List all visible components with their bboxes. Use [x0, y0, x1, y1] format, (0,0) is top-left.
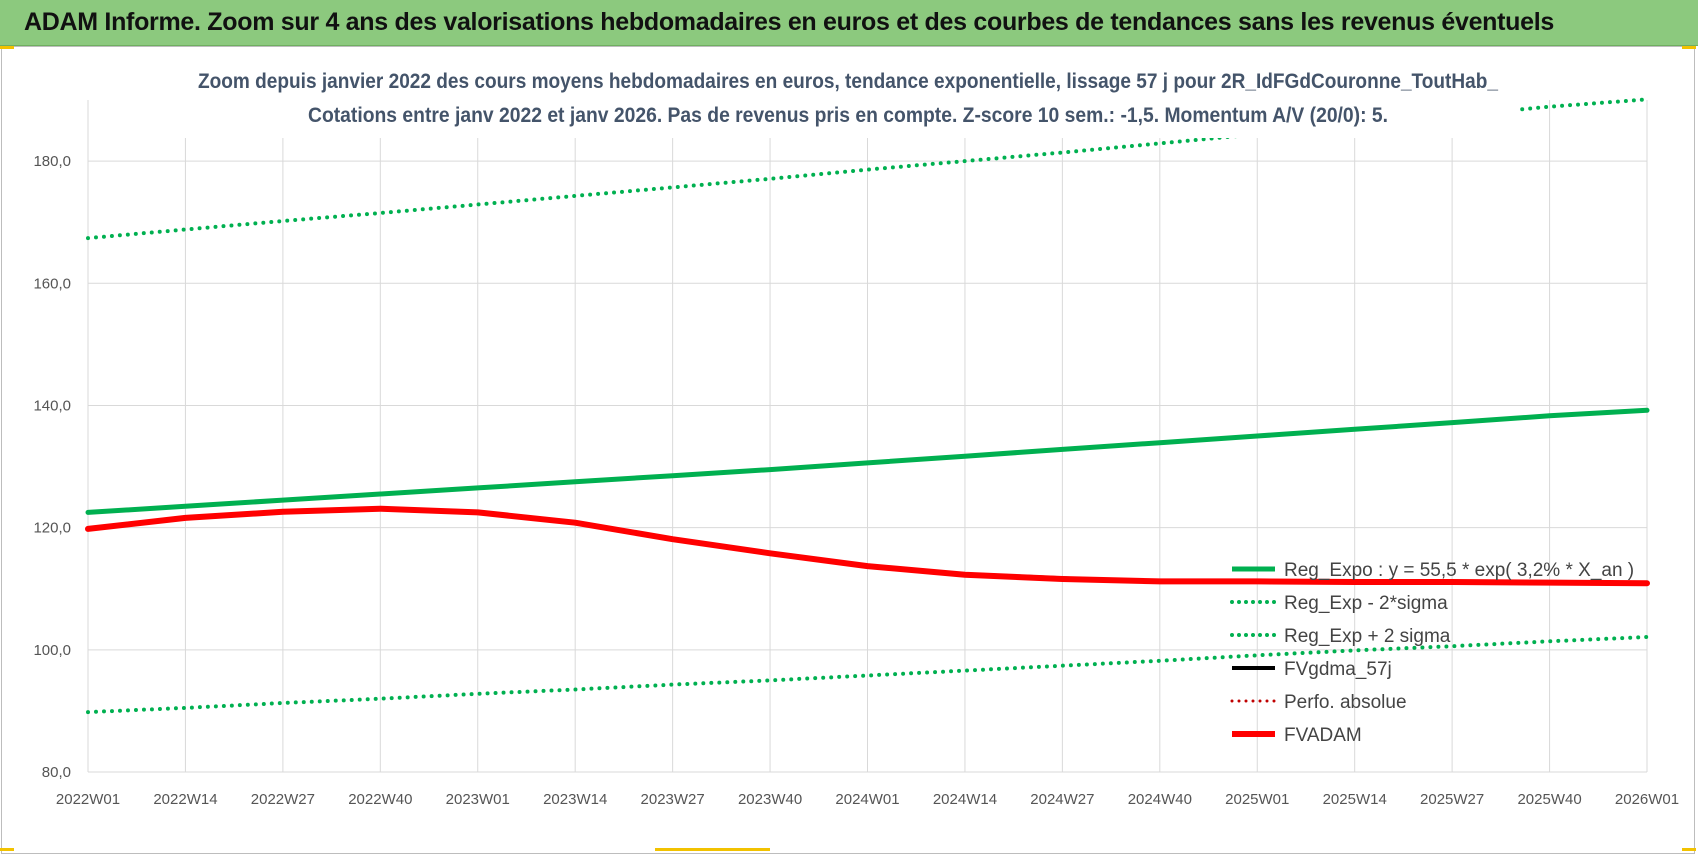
x-tick-label: 2022W27	[251, 791, 315, 808]
legend: Reg_Expo : y = 55,5 * exp( 3,2% * X_an )…	[1230, 560, 1634, 746]
x-tick-label: 2024W40	[1128, 791, 1192, 808]
corner-mark	[1682, 46, 1696, 49]
x-tick-label: 2023W27	[641, 791, 705, 808]
header-banner: ADAM Informe. Zoom sur 4 ans des valoris…	[0, 0, 1698, 46]
legend-label: Perfo. absolue	[1284, 692, 1407, 713]
legend-label: FVgdma_57j	[1284, 659, 1392, 680]
series-line-0	[85, 407, 1650, 515]
x-tick-label: 2026W01	[1615, 791, 1679, 808]
y-tick-label: 120,0	[33, 520, 71, 537]
x-tick-label: 2025W27	[1420, 791, 1484, 808]
y-tick-label: 180,0	[33, 153, 71, 170]
legend-label: Reg_Expo : y = 55,5 * exp( 3,2% * X_an )	[1284, 560, 1634, 581]
x-tick-label: 2025W40	[1517, 791, 1581, 808]
legend-label: Reg_Exp - 2*sigma	[1284, 593, 1448, 614]
y-tick-label: 160,0	[33, 275, 71, 292]
corner-mark	[0, 848, 14, 851]
x-tick-label: 2025W14	[1323, 791, 1387, 808]
y-tick-label: 140,0	[33, 397, 71, 414]
grid-layer	[87, 100, 1648, 773]
corner-mark	[1682, 848, 1696, 851]
x-tick-label: 2023W01	[446, 791, 510, 808]
y-tick-label: 100,0	[33, 642, 71, 659]
x-tick-label: 2022W40	[348, 791, 412, 808]
chart-frame	[1, 46, 1695, 854]
corner-mark	[0, 46, 14, 49]
x-tick-label: 2024W14	[933, 791, 997, 808]
chart-title-line-2: Cotations entre janv 2022 et janv 2026. …	[308, 104, 1388, 127]
legend-label: Reg_Exp + 2 sigma	[1284, 626, 1451, 647]
legend-label: FVADAM	[1284, 725, 1362, 746]
title-backdrop	[180, 62, 1520, 138]
banner-title: ADAM Informe. Zoom sur 4 ans des valoris…	[24, 8, 1554, 36]
axis-layer: 80,0 100,0 120,0 140,0 160,0 180,0 2022W01 2022…	[33, 153, 1679, 808]
corner-mark	[655, 848, 770, 851]
series-line-5	[85, 505, 1650, 587]
x-tick-label: 2022W14	[153, 791, 217, 808]
x-tick-label: 2024W27	[1030, 791, 1094, 808]
x-tick-label: 2025W01	[1225, 791, 1289, 808]
x-tick-label: 2023W14	[543, 791, 607, 808]
chart-title-line-1: Zoom depuis janvier 2022 des cours moyen…	[198, 70, 1498, 93]
x-tick-label: 2024W01	[835, 791, 899, 808]
x-tick-label: 2022W01	[56, 791, 120, 808]
x-tick-label: 2023W40	[738, 791, 802, 808]
y-tick-label: 80,0	[42, 764, 71, 781]
